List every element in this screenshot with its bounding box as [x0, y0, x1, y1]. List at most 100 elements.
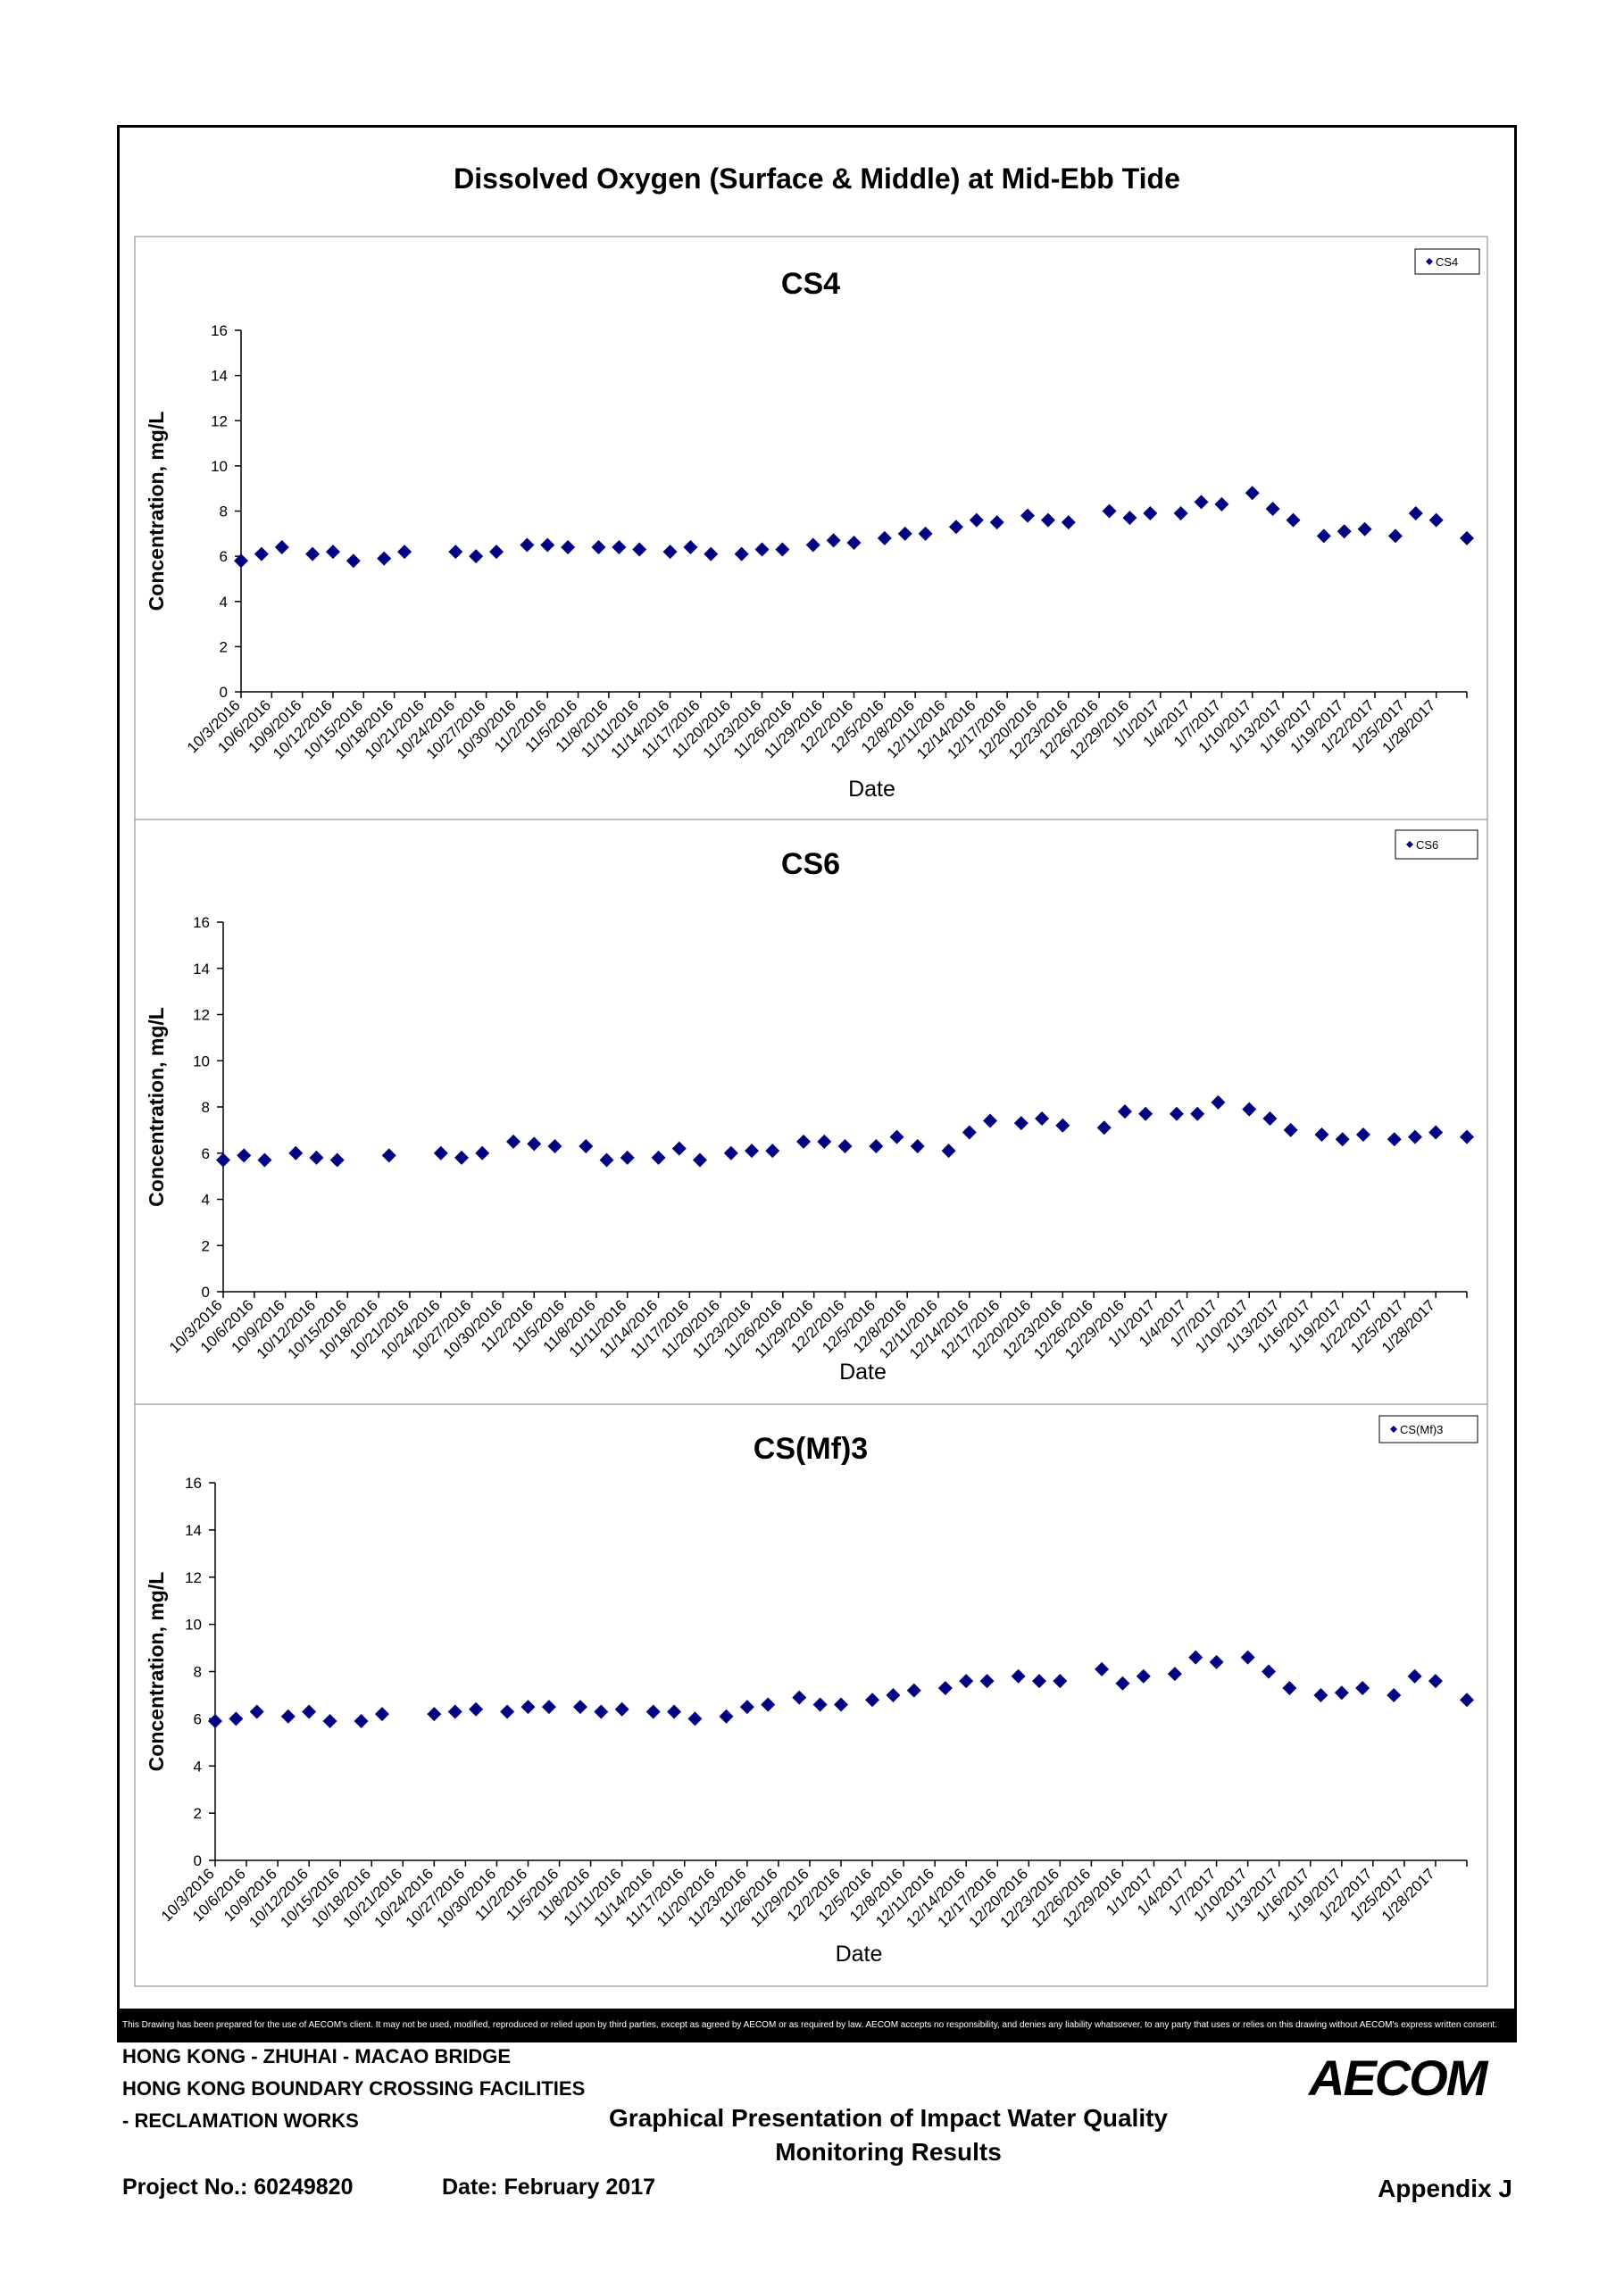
- data-point: [520, 537, 535, 553]
- data-point: [805, 537, 820, 553]
- data-point: [234, 553, 248, 569]
- data-point: [1011, 1668, 1026, 1684]
- data-point: [1117, 1104, 1132, 1119]
- data-point: [775, 542, 790, 557]
- legend-label: CS(Mf)3: [1400, 1423, 1443, 1436]
- y-tick-label: 4: [202, 1192, 210, 1209]
- data-point: [979, 1674, 995, 1689]
- y-tick-label: 14: [185, 1522, 202, 1539]
- data-point: [704, 546, 719, 562]
- data-point: [1122, 511, 1137, 526]
- y-tick-label: 10: [193, 1052, 210, 1069]
- data-point: [469, 549, 484, 564]
- data-point: [645, 1704, 661, 1719]
- y-tick-label: 8: [220, 503, 228, 520]
- data-point: [377, 551, 392, 566]
- data-point: [1190, 1106, 1205, 1121]
- data-point: [1013, 1116, 1029, 1131]
- data-point: [1357, 521, 1372, 537]
- data-point: [489, 545, 504, 560]
- chart-area-border: [134, 1403, 1488, 1987]
- data-point: [579, 1138, 594, 1153]
- aecom-logo: AECOM: [1309, 2050, 1487, 2106]
- data-point: [948, 520, 963, 535]
- project-name-line-2: HONG KONG BOUNDARY CROSSING FACILITIES: [122, 2077, 586, 2100]
- data-point: [216, 1152, 230, 1168]
- legend-marker: [1426, 258, 1433, 265]
- data-point: [374, 1707, 389, 1722]
- data-point: [1337, 524, 1352, 539]
- data-point: [433, 1145, 448, 1160]
- data-point: [381, 1148, 396, 1163]
- y-tick-label: 6: [194, 1710, 202, 1727]
- data-point: [1040, 512, 1055, 528]
- data-point: [1460, 1693, 1474, 1708]
- data-point: [651, 1150, 666, 1165]
- data-point: [989, 515, 1004, 530]
- data-point: [826, 533, 841, 548]
- data-point: [865, 1693, 880, 1708]
- data-point: [761, 1697, 776, 1712]
- data-point: [208, 1714, 222, 1729]
- data-point: [448, 545, 463, 560]
- y-tick-label: 0: [220, 684, 228, 701]
- data-point: [612, 540, 627, 554]
- data-point: [869, 1138, 884, 1153]
- chart-title: CS4: [781, 267, 840, 301]
- data-point: [765, 1144, 780, 1159]
- data-point: [237, 1148, 252, 1163]
- data-point: [427, 1707, 442, 1722]
- legend-label: CS4: [1436, 255, 1458, 269]
- y-tick-label: 6: [202, 1145, 210, 1162]
- data-point: [1020, 508, 1036, 523]
- appendix-label: Appendix J: [1378, 2175, 1512, 2202]
- data-point: [591, 540, 606, 554]
- y-tick-label: 10: [185, 1617, 202, 1634]
- data-point: [1095, 1661, 1110, 1676]
- legend-marker: [1390, 1426, 1397, 1433]
- data-point: [280, 1709, 296, 1724]
- x-axis-title: Date: [836, 1942, 883, 1967]
- data-point: [1286, 512, 1301, 528]
- data-point: [1407, 1668, 1422, 1684]
- data-point: [692, 1152, 707, 1168]
- data-point: [1428, 1674, 1443, 1689]
- data-point: [305, 546, 321, 562]
- y-tick-label: 14: [211, 368, 228, 385]
- data-point: [889, 1129, 904, 1144]
- data-point: [723, 1145, 738, 1160]
- data-point: [1096, 1120, 1112, 1136]
- main-title: Dissolved Oxygen (Surface & Middle) at M…: [454, 162, 1180, 195]
- data-point: [397, 545, 412, 560]
- data-point: [1173, 506, 1188, 521]
- data-point: [1262, 1111, 1278, 1126]
- disclaimer-bar: This Drawing has been prepared for the u…: [117, 2009, 1517, 2042]
- data-point: [500, 1704, 515, 1719]
- data-point: [527, 1136, 542, 1152]
- y-tick-label: 6: [220, 548, 228, 565]
- data-point: [274, 540, 289, 554]
- data-point: [959, 1674, 974, 1689]
- y-tick-label: 12: [193, 1007, 210, 1024]
- x-axis-title: Date: [839, 1360, 887, 1385]
- data-point: [687, 1711, 703, 1726]
- data-point: [309, 1150, 324, 1165]
- y-tick-label: 10: [211, 458, 228, 475]
- y-tick-label: 8: [194, 1664, 202, 1681]
- data-point: [1115, 1676, 1130, 1691]
- y-tick-label: 0: [202, 1284, 210, 1301]
- drawing-date: Date: February 2017: [442, 2175, 656, 2200]
- y-tick-label: 16: [185, 1475, 202, 1492]
- y-axis-title: Concentration, mg/L: [145, 1572, 168, 1772]
- project-number: Project No.: 60249820: [122, 2175, 354, 2200]
- data-point: [734, 546, 749, 562]
- data-point: [447, 1704, 462, 1719]
- data-point: [1355, 1681, 1370, 1696]
- data-point: [941, 1144, 956, 1159]
- data-point: [886, 1687, 901, 1702]
- presentation-title-line-2: Monitoring Results: [775, 2138, 1002, 2166]
- y-tick-label: 2: [220, 638, 228, 655]
- data-point: [937, 1681, 953, 1696]
- y-tick-label: 12: [211, 412, 228, 429]
- data-point: [1102, 503, 1117, 519]
